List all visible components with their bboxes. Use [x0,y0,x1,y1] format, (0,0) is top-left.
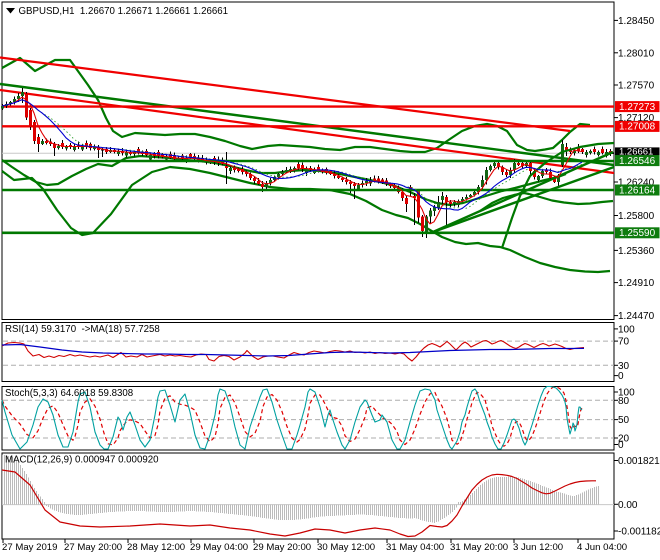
svg-text:1.27273: 1.27273 [619,102,656,113]
svg-text:100: 100 [618,324,635,335]
svg-text:0.00: 0.00 [618,500,638,511]
svg-text:1.26546: 1.26546 [619,156,656,167]
svg-text:31 May 04:00: 31 May 04:00 [386,542,444,553]
svg-text:1.25360: 1.25360 [618,246,655,257]
svg-text:1.27120: 1.27120 [618,113,655,124]
svg-text:0: 0 [618,440,624,451]
svg-text:1.25590: 1.25590 [619,228,656,239]
svg-text:-0.001182: -0.001182 [618,527,660,538]
svg-text:1.27570: 1.27570 [618,81,655,92]
svg-text:4 Jun 04:00: 4 Jun 04:00 [577,542,627,553]
svg-text:0.001821: 0.001821 [618,456,660,467]
svg-text:GBPUSD,H1 1.26670 1.26671 1.2: GBPUSD,H1 1.26670 1.26671 1.26661 1.2666… [19,6,229,17]
svg-text:1.24470: 1.24470 [618,311,655,322]
svg-text:1.26164: 1.26164 [619,185,656,196]
svg-text:28 May 12:00: 28 May 12:00 [127,542,185,553]
svg-text:29 May 20:00: 29 May 20:00 [253,542,311,553]
svg-text:1.27008: 1.27008 [619,122,656,133]
svg-text:20: 20 [618,434,630,445]
svg-text:31 May 20:00: 31 May 20:00 [450,542,508,553]
svg-text:Stoch(5,3,3) 64.6018 59.8308: Stoch(5,3,3) 64.6018 59.8308 [5,388,133,399]
svg-text:1.24910: 1.24910 [618,278,655,289]
svg-text:30: 30 [618,361,630,372]
svg-text:0: 0 [618,371,624,382]
svg-text:30 May 12:00: 30 May 12:00 [317,542,375,553]
svg-text:100: 100 [618,388,635,399]
svg-text:MACD(12,26,9) 0.000947 0.00092: MACD(12,26,9) 0.000947 0.000920 [5,455,159,466]
svg-text:70: 70 [618,337,630,348]
svg-text:27 May 2019: 27 May 2019 [2,542,57,553]
svg-text:1.28010: 1.28010 [618,48,655,59]
svg-text:RSI(14) 59.3170 ->MA(18) 57.7: RSI(14) 59.3170 ->MA(18) 57.7258 [5,324,160,335]
svg-text:1.25800: 1.25800 [618,211,655,222]
svg-text:3 Jun 12:00: 3 Jun 12:00 [513,542,563,553]
svg-text:29 May 04:00: 29 May 04:00 [190,542,248,553]
svg-text:27 May 20:00: 27 May 20:00 [64,542,122,553]
svg-text:80: 80 [618,396,630,407]
svg-text:1.26661: 1.26661 [619,147,653,158]
svg-text:1.28450: 1.28450 [618,16,655,27]
svg-text:1.26240: 1.26240 [618,178,655,189]
svg-text:50: 50 [618,415,630,426]
